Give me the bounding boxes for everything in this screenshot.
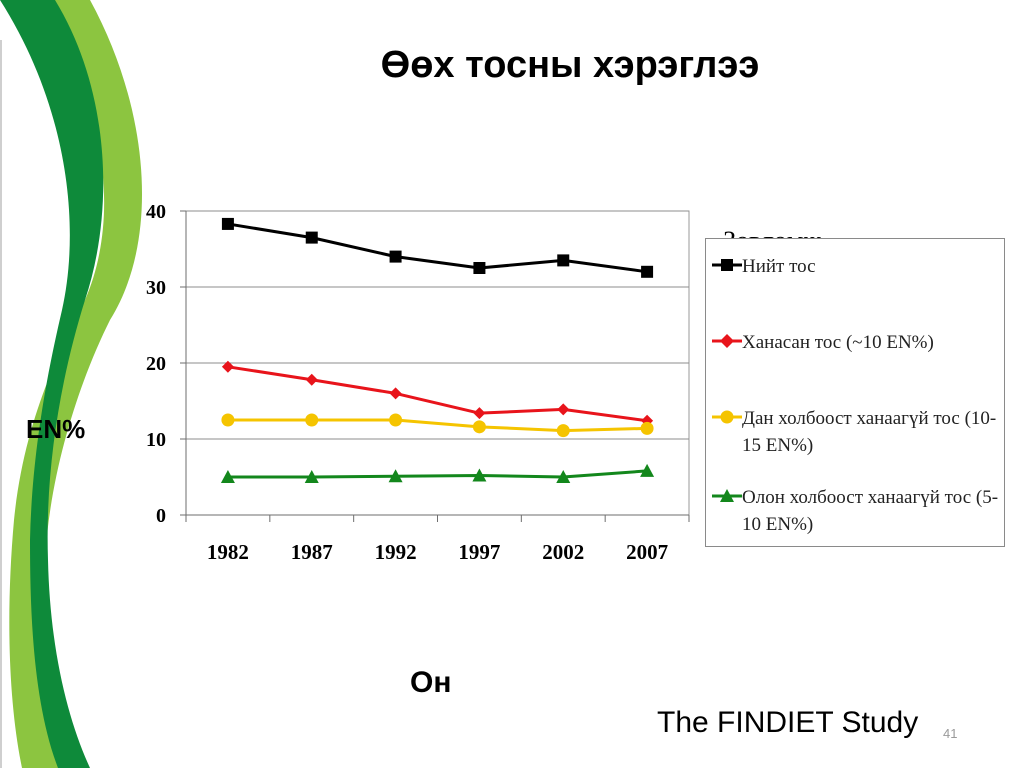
data-point — [557, 254, 570, 267]
legend-swatch-circle — [712, 410, 742, 424]
data-point — [556, 424, 570, 438]
x-tick-label: 2002 — [542, 540, 584, 564]
page-number: 41 — [943, 726, 958, 741]
y-tick-label: 10 — [146, 429, 166, 451]
series-line-1 — [227, 222, 648, 274]
data-point — [641, 265, 654, 278]
data-point — [305, 231, 318, 244]
y-tick-label: 0 — [156, 505, 166, 527]
x-tick-label: 1987 — [291, 540, 333, 564]
y-tick-label: 20 — [146, 353, 166, 375]
data-point — [472, 420, 486, 434]
data-point — [221, 360, 234, 373]
data-point — [221, 217, 234, 230]
data-point — [640, 463, 655, 477]
series-line-2 — [227, 365, 648, 423]
legend-swatch-square — [712, 259, 742, 271]
y-tick-label: 30 — [146, 277, 166, 299]
x-tick-label: 1992 — [375, 540, 417, 564]
legend-swatch-triangle — [712, 489, 742, 502]
data-point — [305, 373, 318, 386]
data-point — [473, 407, 486, 420]
decorative-swoosh — [0, 0, 143, 768]
series-layer — [220, 217, 655, 483]
data-point — [220, 470, 235, 483]
data-point — [556, 470, 571, 483]
y-axis-label: EN% — [26, 414, 86, 444]
legend-label: Дан холбоост ханаагүй тос (10-15 EN%) — [742, 408, 997, 456]
series-line-3 — [227, 418, 648, 433]
data-point — [389, 387, 402, 400]
swoosh-grey-edge — [0, 40, 2, 768]
grid-layer — [185, 210, 690, 516]
data-point — [557, 403, 570, 416]
data-point — [389, 250, 402, 263]
data-point — [389, 413, 403, 427]
legend-label: Ханасан тос (~10 EN%) — [742, 332, 934, 353]
legend: Нийт тос Ханасан тос (~10 EN%) Дан холбо… — [705, 238, 1005, 547]
data-point — [472, 468, 487, 482]
x-tick-label: 1982 — [207, 540, 249, 564]
swoosh-dark-band — [0, 0, 104, 768]
x-tick-label: 1997 — [458, 540, 500, 564]
legend-label: Нийт тос — [742, 256, 816, 277]
data-point — [305, 413, 319, 427]
legend-swatch-diamond — [712, 334, 742, 348]
y-tick-label: 40 — [146, 201, 166, 223]
slide-title: Өөх тосны хэрэглээ — [380, 44, 760, 86]
series-line-4 — [227, 469, 648, 479]
data-point — [304, 470, 319, 483]
legend-label: Олон холбоост ханаагүй тос (5-10 EN%) — [742, 487, 999, 535]
data-point — [221, 413, 235, 427]
data-point — [473, 262, 486, 274]
source-caption: The FINDIET Study — [657, 706, 919, 739]
x-tick-label: 2007 — [626, 540, 668, 564]
data-point — [640, 421, 654, 435]
x-axis-label: Он — [410, 666, 452, 699]
axis-layer: 0 10 20 30 40 1982 1987 1992 1997 2002 2007 — [146, 201, 690, 564]
data-point — [388, 469, 403, 483]
